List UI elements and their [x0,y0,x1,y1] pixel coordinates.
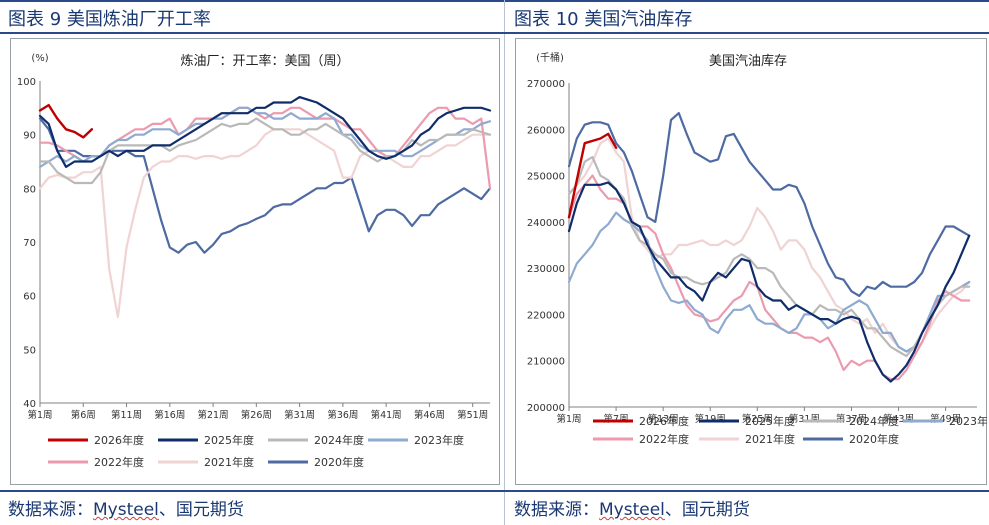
right-chart: 美国汽油库存 (千桶) 200000 210000 220000 230000 240000… [515,38,987,485]
right-y-tick-label: 200000 [527,403,565,414]
left-chart-title: 炼油厂：开工率：美国（周） [180,53,349,69]
right-x-tick-label: 第13周 [648,413,679,425]
right-panel-header: 图表 10 美国汽油库存 [514,9,693,30]
right-y-tick-label: 260000 [527,125,565,136]
left-x-tick-label: 第31周 [284,409,315,421]
right-legend-label: 2020年度 [849,432,899,446]
right-source-brand: Mysteel [599,500,665,520]
left-x-tick-label: 第6周 [71,409,96,421]
left-legend-label: 2024年度 [314,433,364,447]
right-y-unit: (千桶) [536,51,564,64]
top-rule [0,0,989,2]
left-chart: 炼油厂：开工率：美国（周） (%) 40 50 60 70 80 90 100 第1周 第6周 第11… [10,38,500,485]
right-y-tick-label: 230000 [527,264,565,275]
right-y-tick-label: 210000 [527,357,565,368]
left-source-brand: Mysteel [93,500,159,520]
left-legend-label: 2025年度 [204,433,254,447]
right-legend-label: 2022年度 [639,432,689,446]
left-legend-label: 2026年度 [94,433,144,447]
right-y-tick-label: 250000 [527,172,565,183]
right-series-line [567,132,618,219]
left-x-tick-label: 第26周 [241,409,272,421]
left-legend-label: 2022年度 [94,455,144,469]
left-series-line [38,128,492,319]
panel-divider [504,0,505,525]
left-legend-label: 2023年度 [414,433,464,447]
left-y-tick-label: 100 [17,77,36,88]
left-legend-label: 2020年度 [314,455,364,469]
right-y-tick-label: 240000 [527,218,565,229]
left-x-tick-label: 第36周 [327,409,358,421]
right-series-line [567,181,971,383]
left-source-rest: 、国元期货 [158,500,244,520]
right-x-tick-label: 第1周 [556,413,581,425]
right-y-tick-label: 270000 [527,79,565,90]
right-legend-label: 2023年度 [949,414,987,428]
right-legend-label: 2021年度 [745,432,795,446]
right-legend-label: 2025年度 [745,414,795,428]
right-legend-label: 2026年度 [639,414,689,428]
right-legend-label: 2024年度 [849,414,899,428]
right-x-tick-label: 第19周 [695,413,726,425]
right-series-line [567,211,971,353]
left-series-line [38,117,492,254]
right-series-line [567,155,971,358]
left-x-tick-label: 第21周 [198,409,229,421]
right-source: 数据来源：Mysteel、国元期货 [514,495,750,520]
left-x-tick-label: 第11周 [111,409,142,421]
left-y-tick-label: 70 [23,238,36,249]
left-x-tick-label: 第1周 [27,409,52,421]
left-y-tick-label: 90 [23,131,36,142]
left-x-tick-label: 第16周 [154,409,185,421]
right-x-tick-label: 第7周 [604,413,629,425]
right-source-label: 数据来源： [514,500,599,520]
header-rule [0,32,989,34]
right-source-rest: 、国元期货 [664,500,750,520]
right-x-tick-label: 第37周 [836,413,867,425]
left-x-tick-label: 第46周 [414,409,445,421]
left-source: 数据来源：Mysteel、国元期货 [8,495,244,520]
left-panel-header: 图表 9 美国炼油厂开工率 [8,9,211,30]
right-y-tick-label: 220000 [527,310,565,321]
left-source-label: 数据来源： [8,500,93,520]
left-x-tick-label: 第41周 [371,409,402,421]
left-y-tick-label: 40 [23,399,36,410]
left-series-line [38,106,492,168]
right-x-tick-label: 第25周 [742,413,773,425]
left-y-tick-label: 60 [23,292,36,303]
right-series-line [567,111,971,297]
left-y-tick-label: 50 [23,345,36,356]
left-series-line [38,95,492,168]
left-x-tick-label: 第51周 [457,409,488,421]
left-legend-label: 2021年度 [204,455,254,469]
left-y-unit: (%) [31,53,48,64]
footer-rule [0,490,989,492]
left-series-line [38,103,94,139]
right-chart-title: 美国汽油库存 [709,53,787,69]
left-y-tick-label: 80 [23,184,36,195]
